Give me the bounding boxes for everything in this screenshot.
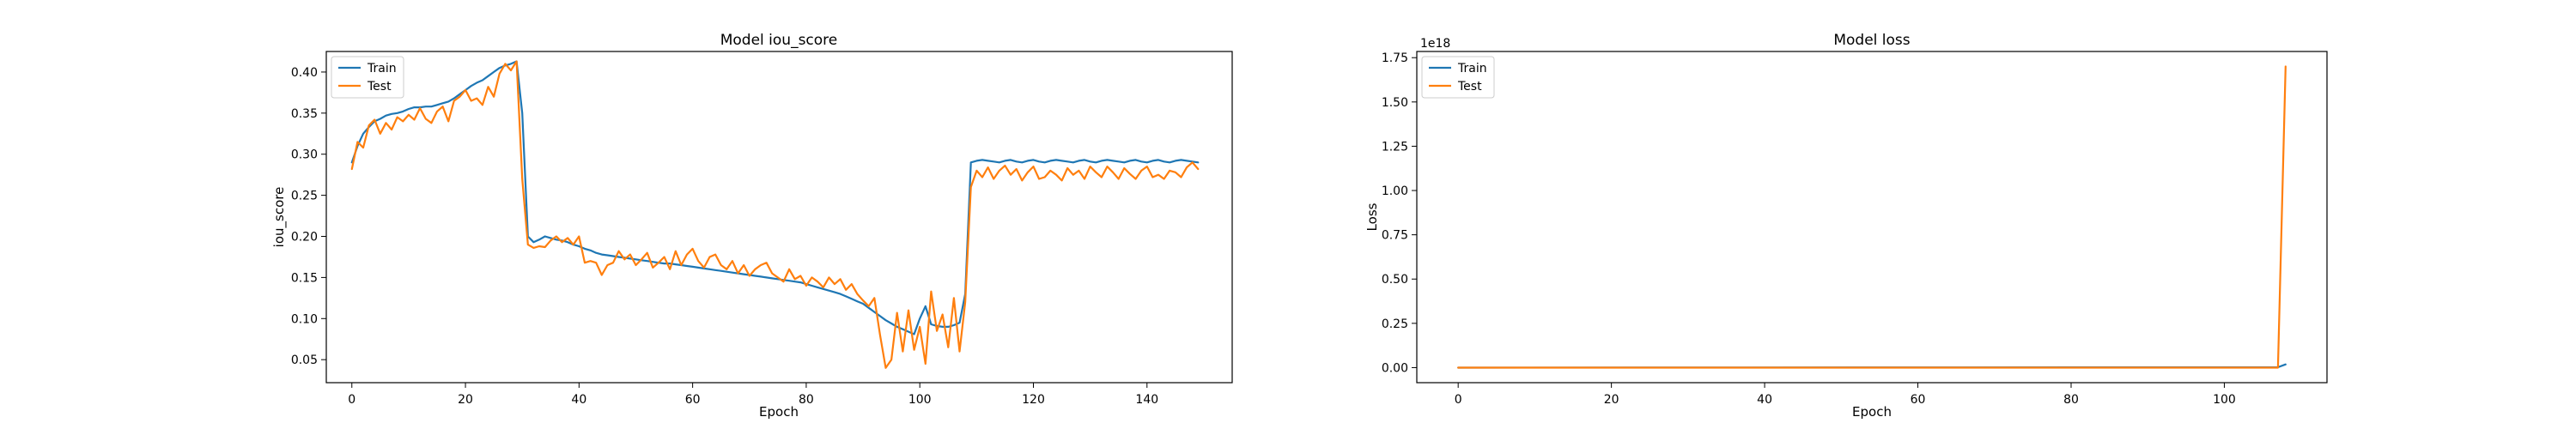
iou-chart-ylabel: iou_score xyxy=(271,187,288,248)
loss-chart-xlabel: Epoch xyxy=(1852,404,1892,420)
iou-x-tick-label: 80 xyxy=(799,393,814,407)
iou-legend-train-label: Train xyxy=(367,62,397,76)
iou-y-tick-label: 0.40 xyxy=(291,66,318,80)
loss-x-tick-label: 20 xyxy=(1604,393,1619,407)
iou-score-chart: Model iou_score Epoch iou_score 0 20 40 60 8… xyxy=(271,32,1233,420)
loss-y-ticks: 0.00 0.25 0.50 0.75 1.00 1.25 1.50 1.75 xyxy=(1382,51,1417,375)
iou-y-tick-label: 0.05 xyxy=(291,353,318,367)
loss-y-tick-label: 0.50 xyxy=(1382,273,1408,287)
loss-x-tick-label: 100 xyxy=(2213,393,2236,407)
loss-y-tick-label: 1.00 xyxy=(1382,184,1408,198)
loss-offset-text: 1e18 xyxy=(1420,37,1450,51)
loss-plot-frame xyxy=(1416,51,2328,384)
loss-series-lines xyxy=(1457,65,2287,369)
iou-y-tick-label: 0.20 xyxy=(291,231,318,245)
loss-x-tick-label: 40 xyxy=(1757,393,1772,407)
loss-y-tick-label: 0.25 xyxy=(1382,317,1408,331)
loss-chart: Model loss Epoch Loss 1e18 0 20 40 60 80 100 … xyxy=(1364,32,2328,420)
iou-x-tick-label: 120 xyxy=(1022,393,1045,407)
iou-x-tick-label: 40 xyxy=(571,393,586,407)
iou-legend: Train Test xyxy=(331,56,404,99)
loss-y-tick-label: 1.75 xyxy=(1382,51,1408,65)
loss-series-test-line xyxy=(1457,65,2287,369)
iou-y-tick-label: 0.30 xyxy=(291,148,318,162)
loss-x-tick-label: 0 xyxy=(1455,393,1462,407)
loss-legend: Train Test xyxy=(1421,56,1495,99)
iou-chart-xlabel: Epoch xyxy=(759,404,799,420)
iou-legend-test-label: Test xyxy=(367,80,392,94)
iou-y-tick-label: 0.10 xyxy=(291,312,318,326)
iou-chart-title: Model iou_score xyxy=(720,32,838,49)
iou-series-test-line xyxy=(350,60,1200,369)
iou-series-train-line xyxy=(350,60,1200,335)
iou-x-tick-label: 20 xyxy=(458,393,473,407)
iou-x-ticks: 0 20 40 60 80 100 120 140 xyxy=(348,383,1158,407)
loss-x-tick-label: 60 xyxy=(1911,393,1926,407)
iou-x-tick-label: 0 xyxy=(348,393,355,407)
iou-y-tick-label: 0.35 xyxy=(291,107,318,121)
loss-y-tick-label: 0.75 xyxy=(1382,229,1408,243)
iou-x-tick-label: 100 xyxy=(908,393,932,407)
loss-x-tick-label: 80 xyxy=(2063,393,2079,407)
loss-legend-train-label: Train xyxy=(1457,62,1487,76)
loss-y-tick-label: 1.25 xyxy=(1382,140,1408,154)
iou-y-tick-label: 0.25 xyxy=(291,190,318,203)
iou-x-tick-label: 140 xyxy=(1135,393,1158,407)
iou-x-tick-label: 60 xyxy=(685,393,701,407)
iou-series-lines xyxy=(350,60,1200,369)
loss-y-tick-label: 0.00 xyxy=(1382,361,1408,375)
loss-legend-test-label: Test xyxy=(1457,80,1482,94)
loss-chart-ylabel: Loss xyxy=(1364,202,1380,231)
iou-y-ticks: 0.05 0.10 0.15 0.20 0.25 0.30 0.35 0.40 xyxy=(291,66,326,367)
loss-x-ticks: 0 20 40 60 80 100 xyxy=(1455,383,2236,407)
iou-y-tick-label: 0.15 xyxy=(291,271,318,285)
iou-plot-frame xyxy=(325,51,1233,384)
loss-chart-title: Model loss xyxy=(1833,32,1910,49)
loss-y-tick-label: 1.50 xyxy=(1382,96,1408,110)
